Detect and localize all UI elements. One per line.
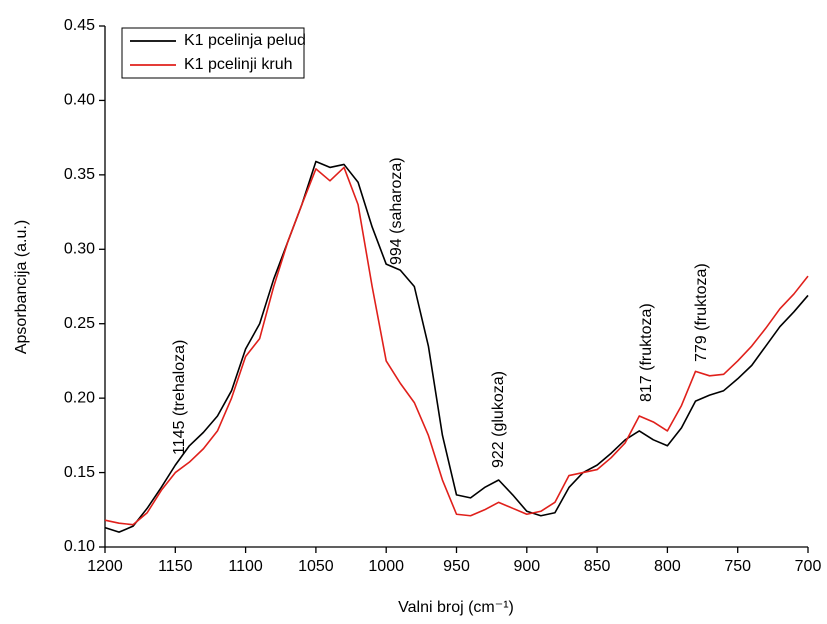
x-tick-label: 850	[584, 558, 611, 575]
x-axis-label: Valni broj (cm⁻¹)	[398, 599, 514, 616]
legend-box	[121, 27, 305, 79]
y-tick-label: 0.35	[64, 166, 95, 183]
x-tick-label: 1000	[368, 558, 404, 575]
annotation: 779 (fruktoza)	[693, 263, 710, 362]
annotation: 1145 (trehaloza)	[171, 340, 188, 455]
x-tick-label: 700	[795, 558, 822, 575]
series-line	[104, 166, 809, 526]
annotation: 994 (saharoza)	[388, 157, 405, 265]
y-tick-label: 0.10	[64, 538, 95, 555]
x-tick-label: 900	[513, 558, 540, 575]
y-tick-label: 0.15	[64, 464, 95, 481]
annotation: 922 (glukoza)	[490, 371, 507, 468]
x-tick-label: 800	[654, 558, 681, 575]
x-tick-label: 1050	[298, 558, 334, 575]
y-tick-label: 0.30	[64, 241, 95, 258]
annotation: 817 (fruktoza)	[638, 303, 655, 402]
x-tick-label: 950	[443, 558, 470, 575]
series-line	[104, 160, 809, 533]
x-tick-label: 750	[724, 558, 751, 575]
y-tick-label: 0.45	[64, 17, 95, 34]
x-tick-label: 1200	[87, 558, 123, 575]
x-tick-label: 1100	[228, 558, 263, 575]
y-tick-label: 0.25	[64, 315, 95, 332]
y-tick-label: 0.40	[64, 92, 95, 109]
y-axis-label: Apsorbancija (a.u.)	[13, 220, 30, 354]
legend-label: K1 pcelinji kruh	[184, 56, 293, 73]
legend-label: K1 pcelinja pelud	[184, 32, 306, 49]
y-tick-label: 0.20	[64, 389, 95, 406]
x-tick-label: 1150	[158, 558, 193, 575]
